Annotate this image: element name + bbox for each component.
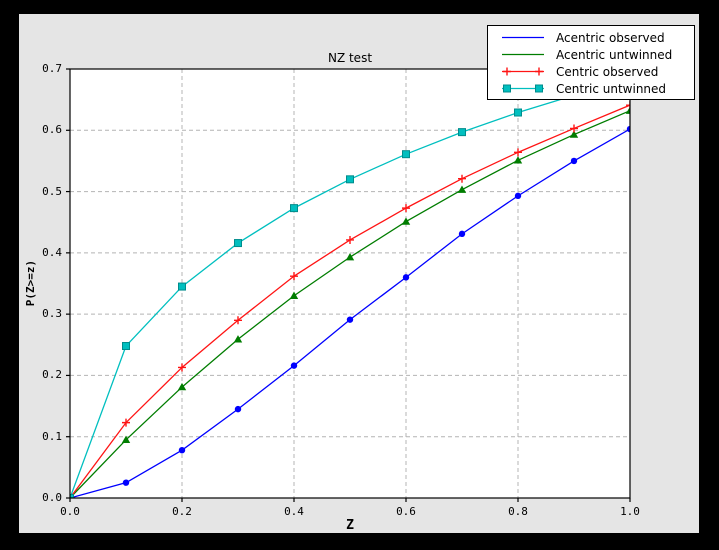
plot-area [70, 69, 630, 498]
legend-sample-acentric-observed [502, 36, 544, 39]
marker-circle [458, 230, 466, 238]
x-tick-label: 0.6 [396, 505, 416, 518]
marker-triangle [233, 335, 243, 343]
marker-circle [122, 479, 130, 486]
marker-circle [626, 125, 630, 133]
legend-label: Centric observed [556, 64, 659, 79]
marker-plus [570, 124, 578, 133]
series-markers-centric-observed [70, 101, 630, 498]
marker-triangle [121, 435, 131, 443]
y-tick-label: 0.0 [42, 491, 62, 504]
marker-square [178, 282, 186, 291]
marker-plus [234, 316, 242, 325]
marker-plus [458, 174, 466, 183]
marker-plus [346, 235, 354, 244]
legend-sample-centric-untwinned [502, 84, 544, 93]
axes-frame [69, 68, 631, 499]
marker-circle [290, 362, 298, 369]
legend-sample-centric-observed [502, 67, 544, 76]
marker-plus [514, 148, 522, 157]
x-tick-label: 0.8 [508, 505, 528, 518]
marker-plus [178, 363, 186, 372]
marker-triangle [457, 185, 467, 193]
marker-triangle [289, 291, 299, 299]
legend-label: Acentric untwinned [556, 47, 673, 62]
legend-label: Acentric observed [556, 30, 665, 45]
marker-triangle [513, 156, 523, 164]
marker-square [346, 175, 354, 184]
marker-square [234, 239, 242, 248]
legend-label: Centric untwinned [556, 81, 667, 96]
marker-circle [234, 405, 242, 413]
marker-square [290, 204, 298, 213]
x-tick-label: 1.0 [620, 505, 640, 518]
marker-square [458, 128, 466, 137]
legend-item-acentric-untwinned: Acentric untwinned [488, 46, 694, 63]
marker-circle [346, 316, 354, 323]
x-axis-label: Z [346, 518, 354, 533]
legend-sample-acentric-untwinned [502, 53, 544, 56]
marker-triangle [401, 217, 411, 225]
y-tick-label: 0.7 [42, 62, 62, 75]
marker-triangle [345, 252, 355, 261]
y-tick-label: 0.2 [42, 368, 62, 382]
marker-square [70, 494, 74, 498]
marker-plus [626, 101, 630, 110]
plot-svg [66, 68, 631, 502]
marker-square [122, 342, 130, 351]
marker-circle [570, 157, 578, 165]
y-tick-label: 0.1 [42, 429, 62, 443]
marker-triangle [569, 130, 579, 138]
y-tick-label: 0.6 [42, 123, 62, 137]
marker-triangle [177, 382, 187, 391]
marker-plus [402, 204, 410, 213]
y-tick-label: 0.3 [42, 307, 62, 321]
legend-item-centric-observed: Centric observed [488, 63, 694, 80]
marker-circle [178, 446, 186, 454]
x-tick-label: 0.2 [172, 505, 192, 518]
legend-item-centric-untwinned: Centric untwinned [488, 80, 694, 97]
marker-square [402, 150, 410, 159]
marker-plus [290, 272, 298, 281]
marker-triangle [625, 106, 630, 114]
marker-circle [514, 192, 522, 200]
legend-item-acentric-observed: Acentric observed [488, 29, 694, 46]
legend: Acentric observed Acentric untwinned Centr… [487, 25, 695, 100]
plot-title: NZ test [327, 51, 373, 65]
marker-square [514, 108, 522, 117]
y-tick-label: 0.5 [42, 184, 62, 198]
x-tick-label: 0.0 [60, 505, 80, 518]
figure-canvas: NZ test Z P(Z>=z) Acentric observed Acent… [19, 14, 699, 533]
marker-circle [402, 274, 410, 281]
x-tick-label: 0.4 [284, 505, 304, 518]
y-tick-label: 0.4 [42, 245, 62, 259]
marker-plus [122, 418, 130, 427]
series-group [70, 75, 630, 498]
